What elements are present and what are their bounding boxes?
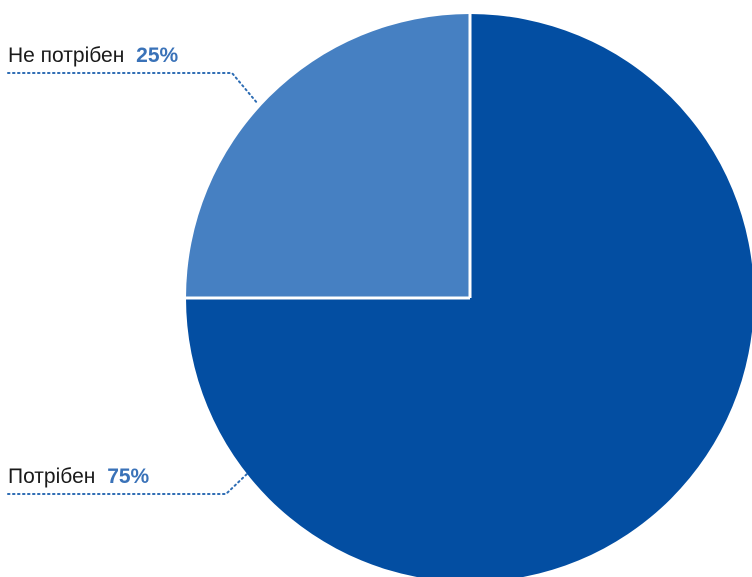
slice-label-not-needed-value: 25%: [136, 44, 178, 67]
slice-label-needed: Потрібен 75%: [8, 465, 150, 488]
pie-slice-1: [186, 14, 752, 577]
slice-label-needed-name: Потрібен: [8, 465, 95, 488]
pie-slices: [186, 14, 752, 577]
pie-slice-0: [186, 14, 470, 298]
leader-lines: [7, 72, 259, 495]
slice-label-needed-value: 75%: [107, 465, 149, 488]
leader-line-not-needed: [7, 72, 259, 105]
slice-label-not-needed: Не потрібен 25%: [8, 44, 179, 67]
slice-separators: [186, 14, 472, 300]
slice-label-not-needed-name: Не потрібен: [8, 44, 124, 67]
